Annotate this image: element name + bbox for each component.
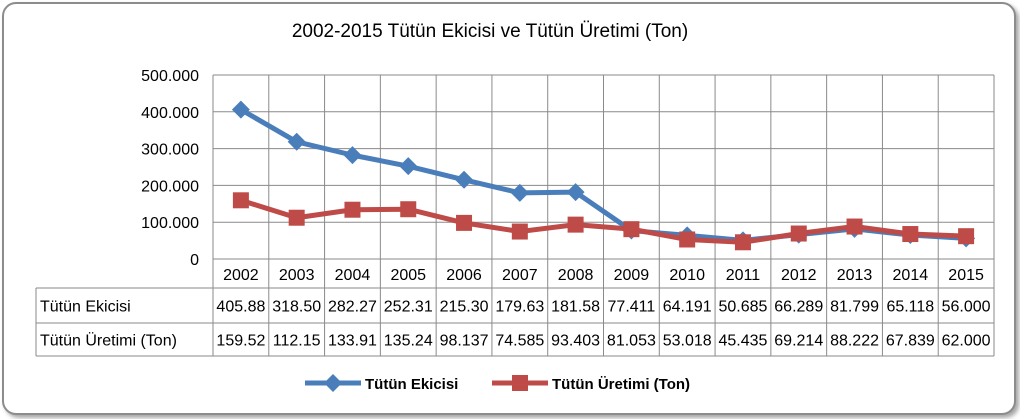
legend-label: Tütün Üretimi (Ton) [552,376,690,393]
table-cell: 181.58 [551,299,600,316]
table-cell: 65.118 [886,299,934,316]
series-line [240,197,967,245]
table-cell: 112.15 [273,333,321,350]
table-cell: 64.191 [663,299,712,316]
table-cell: 98.137 [440,333,489,350]
table-cell: 69.214 [774,333,823,350]
table-cell: 53.018 [663,333,712,350]
gridlines [212,74,995,260]
x-tick-label: 2014 [893,267,929,284]
table-cell: 77.411 [608,299,656,316]
legend-marker [512,375,528,391]
data-point [679,231,696,248]
table-cell: 74.585 [495,333,544,350]
x-tick-label: 2015 [948,267,984,284]
data-point [567,216,584,233]
data-point [623,221,640,238]
x-tick-label: 2002 [223,267,259,284]
data-point [846,218,863,235]
data-point [288,209,305,226]
x-tick-label: 2012 [781,267,817,284]
data-point [287,132,306,151]
data-point [400,201,417,218]
table-cell: 282.27 [328,299,377,316]
y-tick-label: 300.000 [141,142,199,159]
data-point [510,183,529,202]
data-point [734,234,751,251]
chart-frame [2,2,1016,415]
chart-title: 2002-2015 Tütün Ekicisi ve Tütün Üretimi… [292,21,688,42]
x-tick-label: 2008 [558,267,594,284]
data-point [790,225,807,242]
data-point [232,192,249,209]
legend: Tütün Ekicisi Tütün Üretimi (Ton) [305,374,690,393]
legend-label: Tütün Ekicisi [365,376,458,393]
table-cell: 66.289 [774,299,823,316]
table-cell: 81.799 [830,299,879,316]
table-cell: 179.63 [495,299,544,316]
x-tick-label: 2006 [446,267,482,284]
table-cell: 159.52 [216,333,265,350]
x-tick-label: 2009 [614,267,650,284]
table-cell: 93.403 [551,333,600,350]
table-cell: 45.435 [718,333,767,350]
data-point [231,100,250,119]
data-point [902,226,919,243]
data-point [511,223,528,240]
table-cell: 405.88 [216,299,265,316]
data-table: 2002 2003 2004 2005 2006 2007 2008 2009 2010 2011… [35,259,995,357]
y-tick-label: 200.000 [141,178,199,195]
plot-area [231,100,976,251]
table-cell: 133.91 [328,333,377,350]
table-cell: 67.839 [886,333,935,350]
data-point [456,214,473,231]
x-tick-label: 2013 [837,267,873,284]
data-point [399,157,418,176]
table-cell: 88.222 [830,333,879,350]
y-tick-label: 400.000 [141,105,199,122]
data-point [344,201,361,218]
data-point [455,170,474,189]
table-series-name: Tütün Üretimi (Ton) [40,332,177,350]
table-cell: 56.000 [942,299,991,316]
table-cell: 135.24 [384,333,433,350]
data-point [958,228,975,245]
y-tick-label: 500.000 [141,68,199,85]
x-tick-label: 2011 [726,267,761,284]
y-tick-label: 0 [190,252,199,269]
table-series-name: Tütün Ekicisi [40,299,131,316]
x-tick-label: 2003 [279,267,315,284]
legend-marker [324,374,342,392]
y-axis: 0 100.000 200.000 300.000 400.000 500.000 [141,68,199,269]
table-cell: 252.31 [384,299,433,316]
y-tick-label: 100.000 [141,215,199,232]
table-cell: 81.053 [607,333,656,350]
table-cell: 62.000 [942,333,991,350]
x-tick-label: 2004 [335,267,371,284]
table-cell: 318.50 [272,299,321,316]
x-tick-label: 2005 [390,267,426,284]
x-tick-label: 2007 [502,267,538,284]
x-tick-label: 2010 [669,267,705,284]
table-cell: 215.30 [440,299,489,316]
data-point [343,146,362,165]
data-point [566,183,585,202]
table-cell: 50.685 [718,299,767,316]
